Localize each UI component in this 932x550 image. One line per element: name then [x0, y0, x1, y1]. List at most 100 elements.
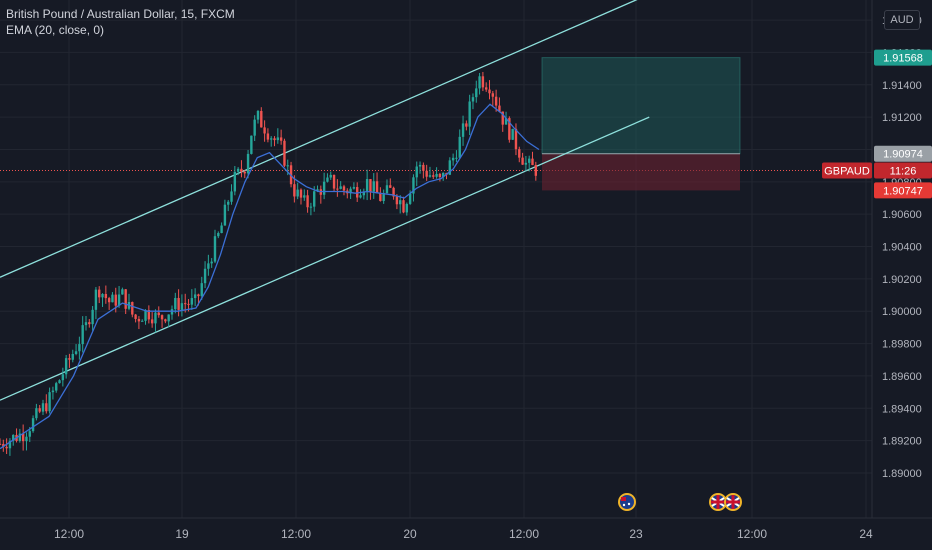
candle-body — [31, 418, 35, 432]
price-tick-label: 1.89000 — [882, 468, 922, 480]
candle-body — [94, 289, 98, 310]
candle-body — [213, 236, 217, 262]
candle-body — [164, 319, 167, 322]
candle-body — [365, 179, 369, 192]
candle-body — [35, 408, 38, 419]
candle-body — [534, 164, 538, 176]
candle-body — [157, 312, 160, 316]
candle-body — [468, 101, 471, 127]
candle-body — [2, 444, 5, 447]
price-tick-label: 1.91200 — [882, 112, 922, 124]
candle-body — [74, 351, 78, 354]
candle-body — [392, 187, 395, 197]
candle-body — [349, 188, 352, 194]
entry-price-label[interactable]: 1.90974 — [883, 149, 923, 161]
countdown-label[interactable]: 11:26 — [890, 166, 917, 178]
candle-body — [58, 380, 61, 384]
price-axis-bg — [872, 0, 932, 550]
candle-body — [339, 186, 342, 189]
economic-events[interactable] — [618, 493, 742, 511]
candle-body — [98, 289, 101, 298]
candle-body — [375, 181, 379, 194]
candle-body — [38, 408, 41, 412]
ema-legend[interactable]: EMA (20, close, 0) — [6, 23, 105, 37]
candle-body — [174, 297, 177, 310]
ema-series — [0, 103, 540, 450]
candle-body — [283, 140, 286, 166]
candle-body — [203, 268, 207, 284]
candle-body — [236, 168, 240, 172]
symbol-title[interactable]: British Pound / Australian Dollar, 15, F… — [6, 7, 235, 21]
candle-body — [233, 171, 237, 192]
take-profit-price-label[interactable]: 1.91568 — [883, 53, 923, 65]
candle-body — [313, 191, 316, 207]
candle-body — [418, 164, 422, 167]
candlestick-series — [0, 71, 538, 456]
currency-label[interactable]: AUD — [884, 10, 920, 30]
candle-body — [190, 298, 194, 305]
candle-body — [276, 137, 280, 141]
candle-body — [243, 171, 246, 174]
price-tick-label: 1.90600 — [882, 209, 922, 221]
candle-body — [21, 433, 25, 442]
symbol-tag-bg — [822, 162, 872, 179]
candle-body — [217, 233, 220, 237]
candle-body — [48, 392, 51, 412]
candle-body — [279, 137, 283, 141]
candle-body — [260, 110, 263, 128]
price-axis[interactable]: 1.918001.916001.914001.912001.910001.908… — [822, 0, 932, 550]
candle-body — [471, 97, 475, 102]
price-tick-label: 1.89800 — [882, 339, 922, 351]
candle-body — [286, 165, 289, 167]
candle-body — [160, 315, 164, 320]
stop-loss-price-label[interactable]: 1.90747 — [883, 185, 923, 197]
candle-body — [104, 293, 108, 299]
time-tick-label: 20 — [403, 527, 417, 541]
time-tick-label: 19 — [175, 527, 189, 541]
candle-body — [263, 127, 266, 134]
ema-line — [0, 103, 540, 450]
candle-body — [55, 383, 58, 391]
symbol-tag[interactable]: GBPAUD — [824, 166, 870, 178]
candle-body — [114, 294, 117, 306]
candle-body — [101, 293, 104, 298]
parallel-channel[interactable] — [0, 0, 650, 401]
candle-body — [306, 195, 309, 208]
price-tick-label: 1.89200 — [882, 436, 922, 448]
channel-upper-line — [0, 0, 638, 278]
uk-flag-icon[interactable] — [709, 493, 727, 511]
candle-body — [64, 358, 68, 375]
time-axis[interactable]: 12:00 19 12:00 20 12:00 23 12:00 24 — [0, 517, 932, 541]
candle-body — [518, 149, 521, 158]
au-flag-icon[interactable] — [618, 493, 636, 511]
candle-body — [326, 177, 329, 182]
candle-body — [141, 320, 144, 322]
candle-body — [342, 186, 346, 191]
candle-body — [256, 110, 260, 120]
candle-body — [210, 261, 213, 264]
flag-star — [622, 503, 626, 507]
loss-zone — [542, 153, 740, 191]
candle-body — [504, 118, 508, 125]
uk-flag-icon[interactable] — [724, 493, 742, 511]
candle-body — [359, 195, 362, 198]
candle-body — [296, 189, 299, 197]
candle-body — [514, 128, 518, 150]
long-position-tool[interactable] — [541, 57, 741, 191]
candle-body — [521, 157, 524, 165]
candle-body — [485, 87, 488, 90]
candle-body — [385, 185, 389, 194]
candle-body — [531, 158, 534, 165]
candle-body — [0, 443, 2, 445]
countdown-label-bg — [874, 162, 932, 179]
candle-body — [402, 200, 405, 213]
candle-body — [491, 93, 495, 97]
candle-body — [45, 403, 48, 412]
candle-body — [432, 175, 435, 177]
candle-body — [134, 314, 137, 319]
take-profit-price-label-bg — [874, 49, 932, 66]
candle-body — [41, 403, 45, 412]
candle-body — [68, 358, 71, 360]
candle-body — [111, 294, 114, 303]
